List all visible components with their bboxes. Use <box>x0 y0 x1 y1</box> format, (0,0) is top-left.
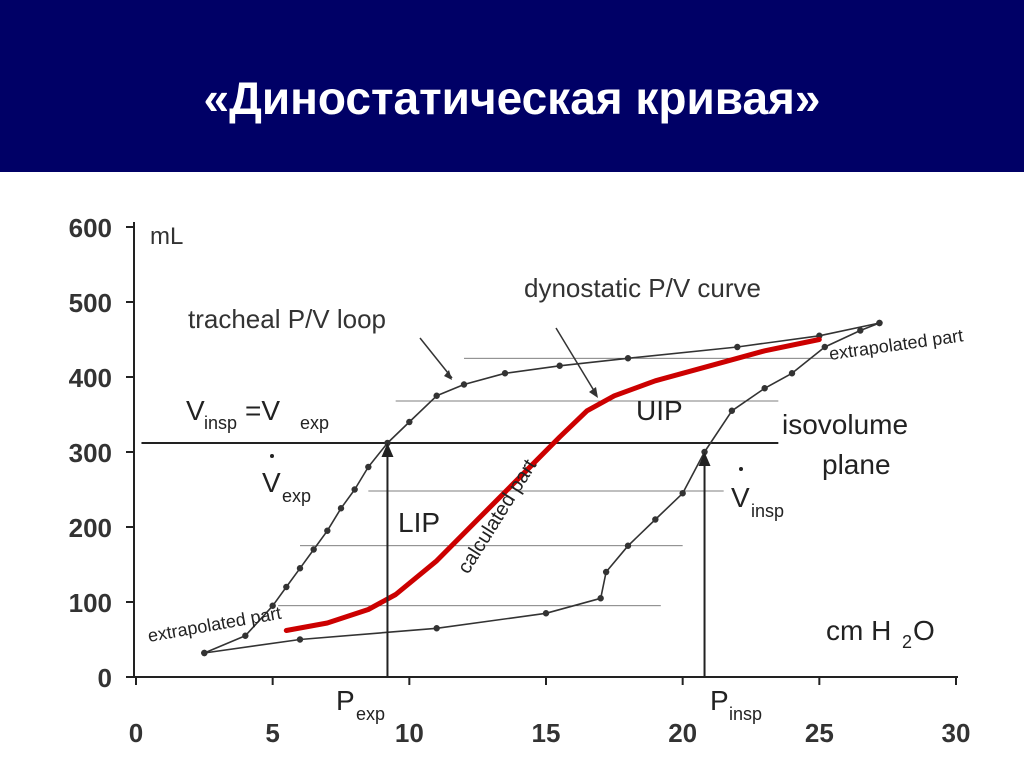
svg-text:cm H: cm H <box>826 615 891 646</box>
data-point <box>652 516 659 523</box>
pressure-arrow-head <box>698 452 711 466</box>
data-point <box>761 385 768 392</box>
svg-text:P: P <box>336 685 355 716</box>
data-point <box>324 527 331 534</box>
svg-text:O: O <box>913 615 935 646</box>
data-point <box>337 505 345 512</box>
pexp-label: P exp <box>336 685 385 724</box>
data-point <box>351 486 358 493</box>
isovolume-label-2: plane <box>822 449 891 480</box>
svg-text:V: V <box>186 395 205 426</box>
svg-text:=V: =V <box>245 395 280 426</box>
y-tick-label: 0 <box>98 663 112 693</box>
tracheal-label: tracheal P/V loop <box>188 304 386 334</box>
arrows-group <box>381 443 711 677</box>
x-tick-label: 25 <box>805 718 834 748</box>
data-point <box>821 343 828 351</box>
reference-lines <box>141 357 833 607</box>
pv-chart: 0 100 200 300 400 500 600 0 5 10 15 20 25 30 mL trac… <box>69 213 971 748</box>
y-unit-label: mL <box>150 223 183 250</box>
svg-text:exp: exp <box>282 486 311 506</box>
svg-text:insp: insp <box>204 413 237 433</box>
data-point <box>624 542 632 549</box>
data-point <box>201 649 208 657</box>
tracheal-loop-line <box>203 322 881 654</box>
vinsp-label: V insp <box>731 467 784 521</box>
data-point <box>857 327 864 334</box>
x-tick-label: 0 <box>129 718 143 748</box>
svg-text:insp: insp <box>751 501 784 521</box>
tracheal-pointer-head <box>444 370 452 380</box>
data-point <box>734 343 741 351</box>
svg-text:exp: exp <box>356 704 385 724</box>
y-tick-label: 400 <box>69 363 112 393</box>
x-ticks: 0 5 10 15 20 25 30 <box>129 677 971 748</box>
dynostatic-curve <box>283 337 822 633</box>
extrapolated-left-label: extrapolated part <box>146 603 283 646</box>
data-point <box>788 370 796 377</box>
data-point <box>602 568 610 576</box>
y-tick-label: 200 <box>69 513 112 543</box>
data-point <box>876 319 883 327</box>
data-point <box>624 355 632 362</box>
tracheal-pointer <box>419 337 453 379</box>
data-point <box>556 362 563 369</box>
vexp-label: V exp <box>262 454 311 506</box>
y-tick-label: 500 <box>69 288 112 318</box>
x-tick-label: 10 <box>395 718 424 748</box>
chart-area: 0 100 200 300 400 500 600 0 5 10 15 20 25 30 mL trac… <box>0 172 1024 768</box>
data-point <box>679 490 686 497</box>
x-tick-label: 5 <box>265 718 279 748</box>
dynostatic-pointer-head <box>589 387 598 398</box>
slide-header: «Диностатическая кривая» <box>0 0 1024 172</box>
y-tick-label: 300 <box>69 438 112 468</box>
pinsp-label: P insp <box>710 685 762 724</box>
pressure-arrow-head <box>381 443 394 457</box>
svg-text:exp: exp <box>300 413 329 433</box>
tracheal-loop-line <box>203 322 881 654</box>
data-point <box>269 602 276 609</box>
data-point <box>283 583 290 591</box>
data-point <box>597 595 604 602</box>
y-tick-label: 100 <box>69 588 112 618</box>
series-group <box>201 319 883 657</box>
lip-label: LIP <box>398 507 440 538</box>
svg-text:V: V <box>731 482 750 513</box>
svg-text:insp: insp <box>729 704 762 724</box>
data-point <box>728 407 736 414</box>
x-tick-label: 20 <box>668 718 697 748</box>
data-point <box>542 610 550 617</box>
dynostatic-label: dynostatic P/V curve <box>524 273 761 303</box>
data-point <box>406 418 413 426</box>
extrapolated-right-label: extrapolated part <box>828 325 965 364</box>
cmh2o-label: cm H 2 O <box>826 615 935 652</box>
uip-label: UIP <box>636 395 683 426</box>
data-point <box>296 636 304 643</box>
data-point <box>242 632 249 639</box>
svg-text:V: V <box>262 467 281 498</box>
slide-title: «Диностатическая кривая» <box>203 72 821 124</box>
data-point <box>365 463 372 471</box>
data-point <box>501 370 509 377</box>
data-point <box>460 381 468 388</box>
svg-text:P: P <box>710 685 729 716</box>
y-tick-label: 600 <box>69 213 112 243</box>
data-point <box>433 392 440 399</box>
dynostatic-pointer <box>555 327 597 395</box>
data-point <box>433 625 440 632</box>
svg-text:2: 2 <box>902 632 912 652</box>
vinsp-vexp-equality: V insp =V exp <box>186 395 329 433</box>
isovolume-label-1: isovolume <box>782 409 908 440</box>
data-point <box>296 565 304 572</box>
x-tick-label: 15 <box>532 718 561 748</box>
data-point <box>310 546 317 553</box>
x-tick-label: 30 <box>942 718 971 748</box>
y-ticks: 0 100 200 300 400 500 600 <box>69 213 134 693</box>
calculated-part-label: calculated part <box>454 455 542 577</box>
